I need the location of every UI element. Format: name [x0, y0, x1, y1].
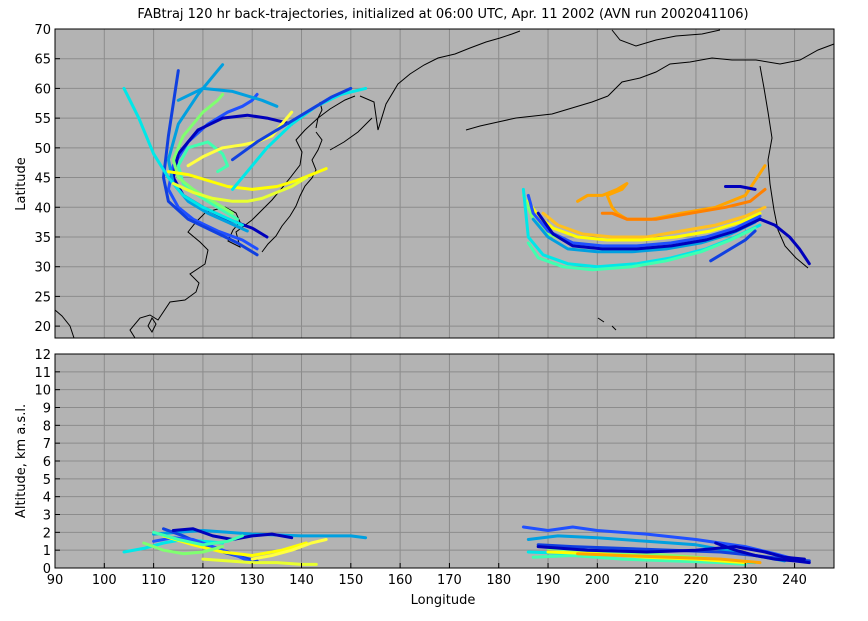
x-tick-label: 210 [634, 573, 659, 588]
x-tick-label: 240 [782, 573, 807, 588]
coast-aleutians [465, 95, 609, 131]
trajectory-line-11 [231, 86, 353, 162]
trajectory-line-4 [122, 86, 244, 227]
y-tick-label: 12 [34, 348, 51, 363]
trajectory-line-0 [166, 92, 259, 251]
y-tick-label: 4 [43, 491, 51, 506]
trajectory-line-23 [758, 217, 811, 266]
altitude-x-ticks: 90 100 110 120 130 140 150 160 170 180 190 200 210 22… [47, 563, 807, 588]
y-tick-label: 55 [34, 112, 51, 127]
y-tick-label: 70 [34, 23, 51, 38]
y-tick-label: 65 [34, 53, 51, 68]
y-tick-label: 60 [34, 82, 51, 97]
trajectory-line-19 [714, 541, 811, 565]
altitude-trajectories [122, 525, 811, 566]
x-tick-label: 230 [733, 573, 758, 588]
trajectory-line-9 [142, 541, 225, 556]
coast-hawaii [597, 317, 617, 331]
y-tick-label: 10 [34, 384, 51, 399]
trajectory-line-16 [576, 552, 762, 565]
y-tick-label: 30 [34, 261, 51, 276]
coast-na-west [759, 65, 809, 269]
map-frame [54, 28, 835, 339]
trajectory-line-1 [122, 538, 225, 554]
y-tick-label: 20 [34, 320, 51, 335]
trajectory-line-22 [536, 211, 762, 251]
coast-alaska-north [611, 29, 721, 47]
coastlines [54, 29, 835, 339]
coast-kuril [329, 117, 373, 151]
map-panel: 20 25 30 35 40 45 50 55 60 65 70 Latitude [14, 23, 835, 339]
x-tick-label: 170 [437, 573, 462, 588]
map-trajectories [122, 63, 811, 272]
x-tick-label: 100 [92, 573, 117, 588]
trajectory-line-19 [526, 226, 757, 272]
y-tick-label: 6 [43, 455, 51, 470]
trajectory-line-8 [152, 530, 244, 547]
trajectory-line-14 [600, 187, 767, 221]
trajectory-line-2 [162, 69, 259, 257]
trajectory-line-8 [171, 176, 308, 203]
x-tick-label: 190 [536, 573, 561, 588]
y-tick-label: 40 [34, 201, 51, 216]
trajectory-line-15 [541, 205, 767, 239]
trajectory-line-9 [186, 110, 294, 168]
y-tick-label: 0 [43, 562, 51, 577]
trajectory-line-7 [201, 557, 318, 566]
trajectory-line-6 [250, 538, 328, 561]
trajectory-line-25 [724, 185, 757, 191]
x-tick-label: 110 [141, 573, 166, 588]
trajectory-line-5 [176, 140, 239, 221]
map-y-ticks: 20 25 30 35 40 45 50 55 60 65 70 [34, 23, 60, 335]
trajectory-line-5 [162, 534, 308, 557]
y-tick-label: 45 [34, 172, 51, 187]
x-tick-label: 140 [289, 573, 314, 588]
x-tick-label: 180 [486, 573, 511, 588]
x-tick-label: 220 [684, 573, 709, 588]
altitude-x-label: Longitude [411, 593, 476, 608]
x-tick-label: 160 [388, 573, 413, 588]
coast-china [54, 309, 75, 339]
y-tick-label: 50 [34, 142, 51, 157]
trajectory-line-21 [526, 193, 762, 248]
coast-kamchatka [359, 30, 521, 131]
altitude-y-label: Altitude, km a.s.l. [14, 404, 29, 518]
trajectory-line-13 [576, 164, 767, 221]
coast-sakhalin [315, 101, 323, 129]
trajectory-line-24 [709, 229, 757, 263]
trajectory-line-0 [152, 529, 368, 540]
trajectory-line-18 [536, 545, 806, 561]
x-tick-label: 130 [240, 573, 265, 588]
chart-title: FABtraj 120 hr back-trajectories, initia… [137, 7, 748, 22]
coast-china-east [129, 95, 356, 339]
coast-alaska [607, 43, 835, 97]
y-tick-label: 8 [43, 419, 51, 434]
x-tick-label: 120 [190, 573, 215, 588]
x-tick-label: 150 [338, 573, 363, 588]
map-y-label: Latitude [14, 157, 29, 211]
y-tick-label: 2 [43, 526, 51, 541]
trajectory-line-12 [176, 86, 279, 108]
y-tick-label: 7 [43, 437, 51, 452]
coast-japan [261, 131, 323, 253]
x-tick-label: 90 [47, 573, 64, 588]
y-tick-label: 5 [43, 473, 51, 488]
y-tick-label: 3 [43, 509, 51, 524]
y-tick-label: 11 [34, 366, 51, 381]
coast-taiwan [147, 317, 157, 333]
y-tick-label: 9 [43, 402, 51, 417]
trajectory-line-13 [531, 554, 747, 566]
y-tick-label: 25 [34, 290, 51, 305]
y-tick-label: 1 [43, 544, 51, 559]
x-tick-label: 200 [585, 573, 610, 588]
y-tick-label: 35 [34, 231, 51, 246]
